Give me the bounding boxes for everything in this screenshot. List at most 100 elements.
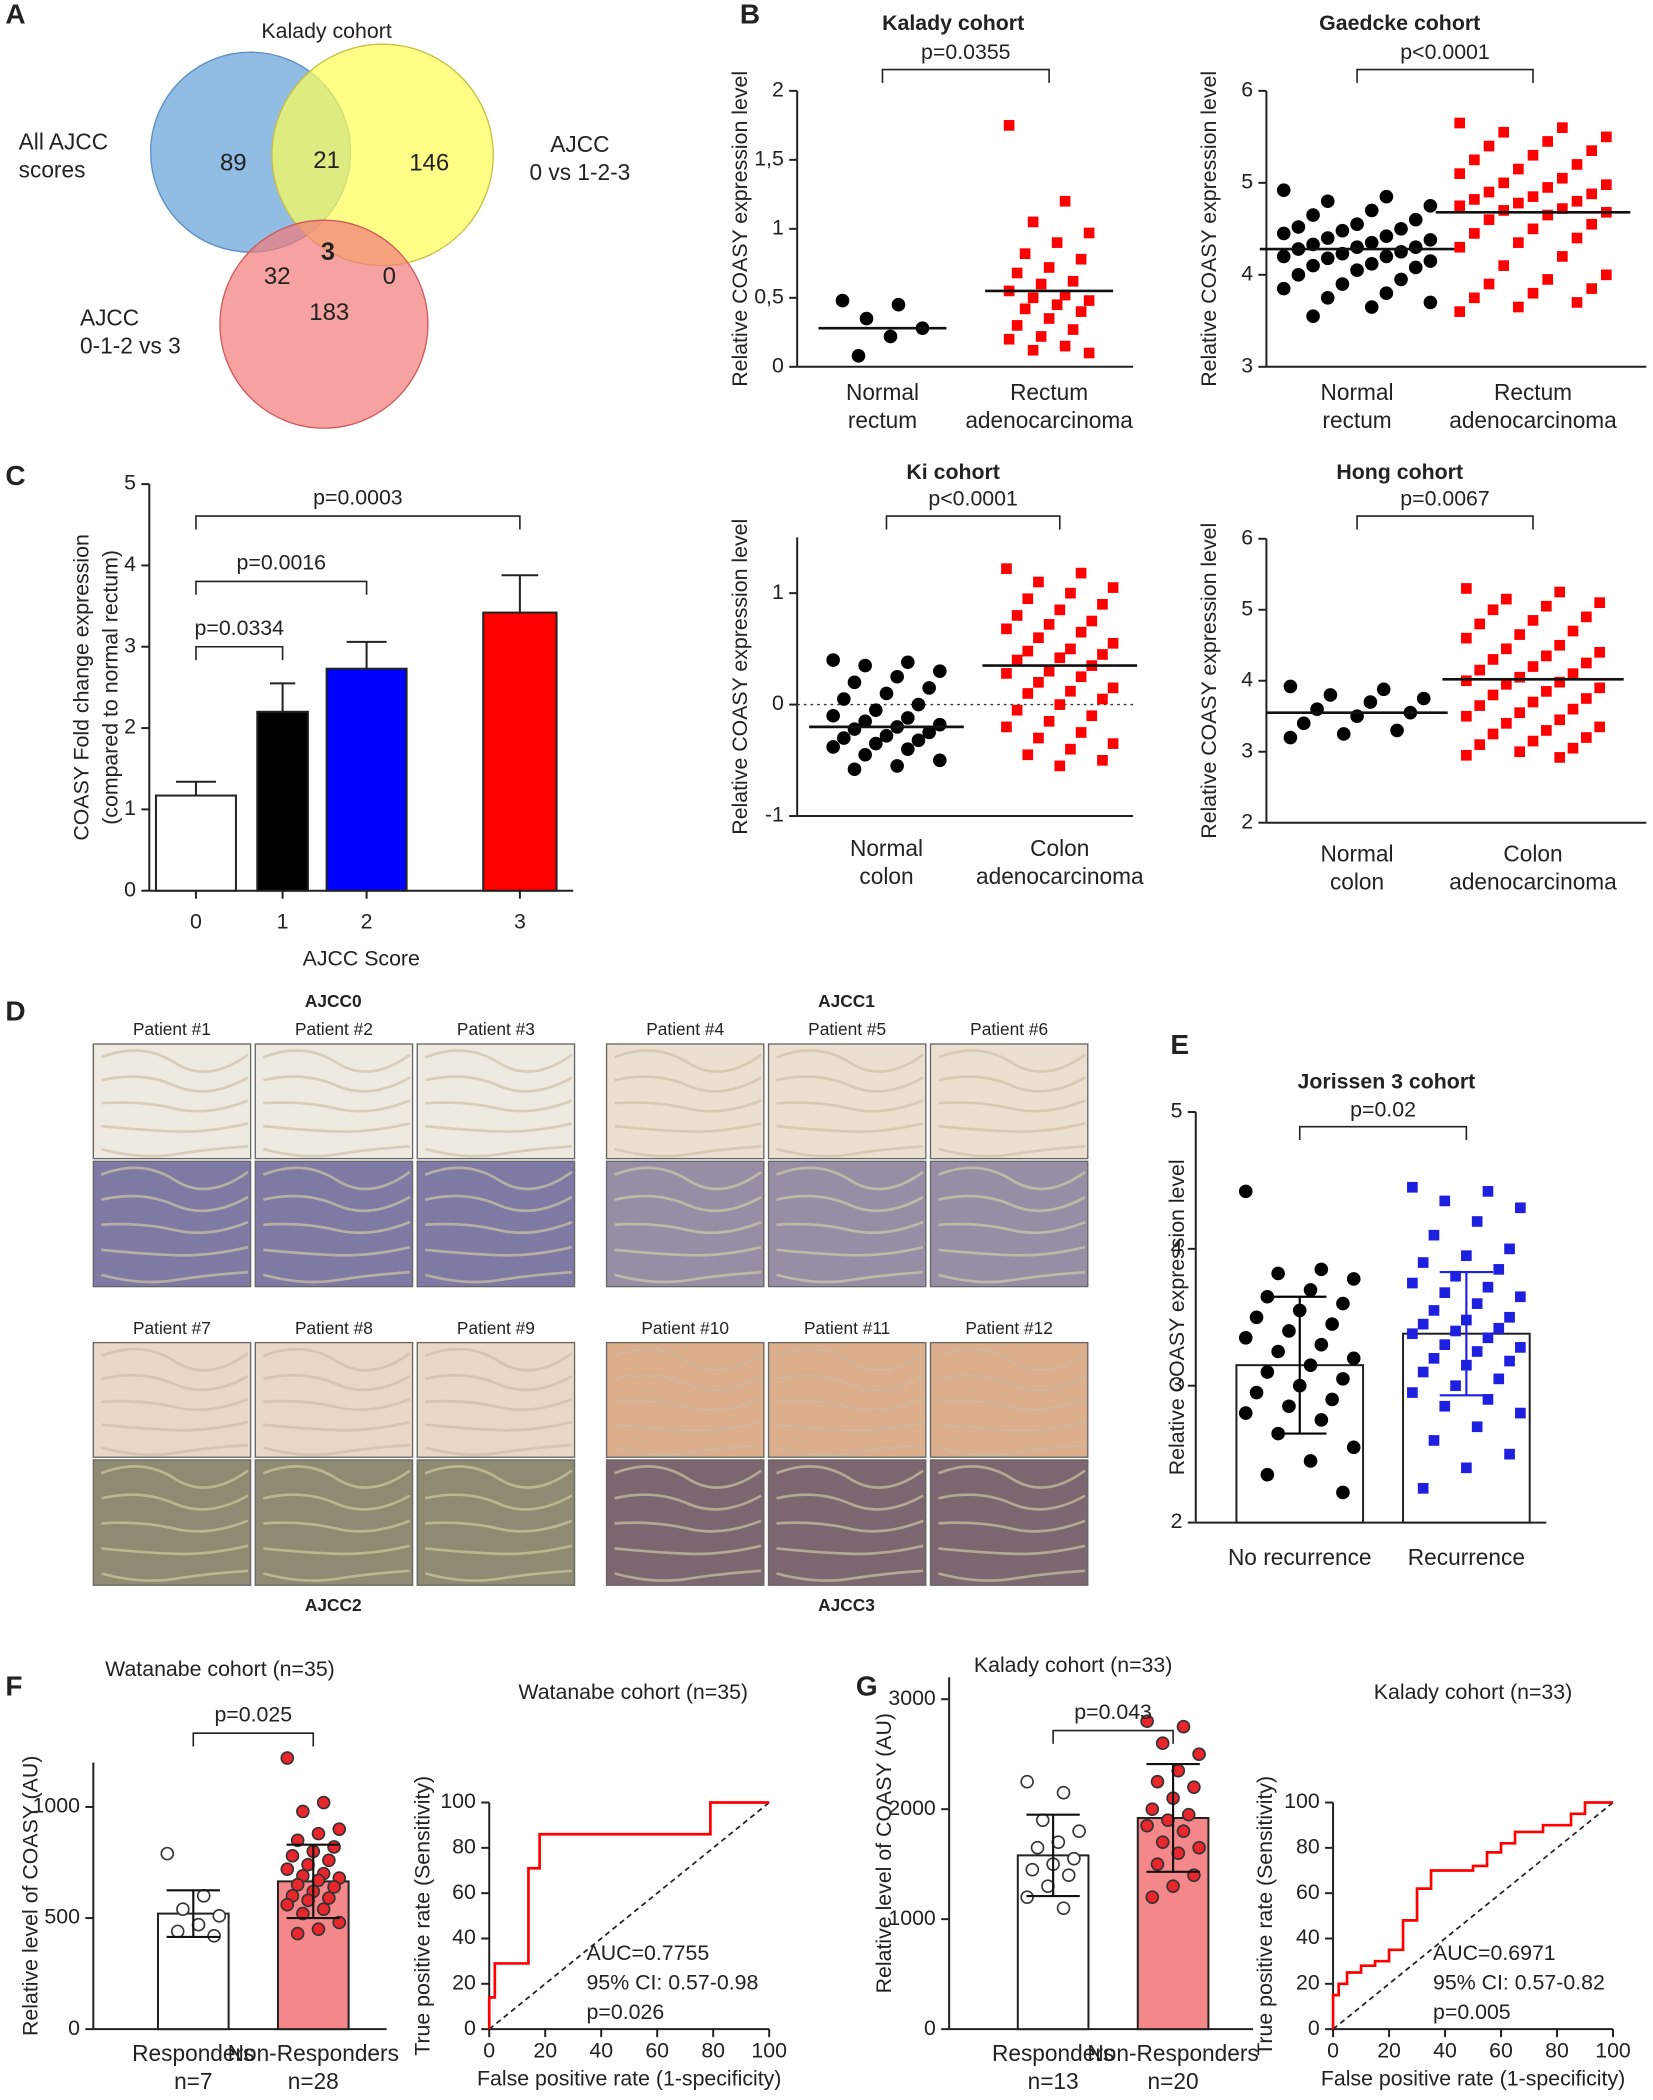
data-point [1542, 182, 1554, 193]
data-point [1011, 320, 1023, 331]
reference-diagonal [1332, 1801, 1614, 2030]
data-point [316, 1795, 331, 1810]
ihc-patient-label: Patient #5 [808, 1019, 886, 1039]
data-point [869, 703, 883, 717]
y-axis-label: (compared to normal rectum) [99, 550, 123, 825]
x-tick-label: Non-Responders n=20 [1087, 2041, 1259, 2095]
data-point [290, 1926, 305, 1941]
data-point [1291, 220, 1306, 234]
x-tick-label-box: Normal colon [850, 836, 923, 889]
ihc-texture [938, 1145, 1086, 1158]
panel-letters: A B C D E F G [5, 0, 1189, 1701]
data-point [1022, 593, 1034, 605]
ihc-patient-label: Patient #8 [295, 1318, 373, 1338]
data-point [1581, 611, 1592, 623]
data-point [1011, 267, 1023, 279]
data-point [1407, 1387, 1418, 1398]
data-point [1439, 1287, 1451, 1298]
ihc-texture [424, 1145, 572, 1158]
y-axis-label: COASY Fold change expression [69, 534, 93, 840]
panel-letter: C [5, 460, 25, 491]
y-tick-label: 6 [1241, 525, 1253, 549]
data-point [1238, 1184, 1253, 1199]
data-point [1059, 340, 1071, 352]
data-point [1469, 292, 1480, 304]
data-point [1075, 727, 1087, 738]
y-tick-label: 5 [1171, 1099, 1183, 1123]
x-tick-label: Normal rectum [1320, 380, 1394, 434]
data-point [933, 664, 947, 678]
data-point [207, 1929, 221, 1943]
error-bar [346, 640, 387, 669]
ihc-texture [424, 1166, 573, 1191]
data-point [1514, 629, 1526, 640]
ihc-texture [938, 1569, 1086, 1582]
data-point [1454, 241, 1466, 253]
venn-label-box: All AJCC scores [19, 130, 108, 183]
ihc-texture [614, 1049, 762, 1073]
ihc-texture [424, 1443, 572, 1457]
data-point [1346, 1440, 1361, 1455]
p-value: p=0.025 [214, 1702, 292, 1726]
data-point [1586, 283, 1598, 294]
x-axis-label: False positive rate (1-specificity) [477, 2066, 781, 2090]
data-point [1527, 661, 1539, 672]
data-point [1260, 1289, 1275, 1304]
data-point [1527, 149, 1539, 161]
data-point [1364, 203, 1379, 218]
x-tick-label-box: Recurrence [1408, 1545, 1525, 1570]
data-point [1282, 1399, 1296, 1414]
data-point [1482, 1186, 1494, 1197]
ihc-texture [776, 1166, 924, 1191]
y-axis-label: True positive rate (Sensitivity) [411, 1776, 435, 2056]
error-bar [1439, 1271, 1494, 1397]
data-point [212, 1909, 227, 1923]
chart-title: Jorissen 3 cohort [1298, 1069, 1476, 1093]
data-point [1364, 235, 1379, 250]
data-point [1346, 1272, 1361, 1286]
data-point [1428, 1353, 1440, 1364]
data-point [1001, 668, 1012, 679]
data-point [280, 1862, 295, 1876]
panel-letter: B [740, 0, 760, 30]
ihc-texture [776, 1519, 924, 1533]
data-point [1083, 347, 1095, 359]
x-tick-label-box: Normal rectum [1320, 380, 1394, 434]
data-point [1554, 714, 1566, 726]
data-point [290, 1833, 305, 1848]
x-tick-label: 0 [483, 2038, 495, 2062]
ihc-texture [425, 1544, 573, 1556]
venn-set [219, 219, 429, 429]
chart-title: Watanabe cohort (n=35) [105, 1657, 335, 1681]
data-point [1336, 1296, 1350, 1311]
data-point [1557, 172, 1568, 184]
data-point [1423, 233, 1438, 247]
data-point [1145, 1890, 1160, 1904]
ihc-texture [424, 1347, 573, 1372]
data-point [1581, 693, 1592, 704]
y-tick-label: 1000 [888, 1906, 936, 1930]
data-point [1557, 122, 1568, 133]
bar [325, 667, 408, 892]
ihc-texture [425, 1397, 573, 1412]
ihc-texture [262, 1075, 411, 1093]
y-tick-label: 20 [452, 1970, 476, 1994]
data-point [1020, 1890, 1034, 1904]
data-point [1501, 678, 1512, 690]
data-point [1423, 295, 1438, 310]
data-point [1335, 277, 1350, 291]
venn: Kalady cohort All AJCC scores AJCC 0 vs … [19, 19, 630, 429]
data-point [1097, 598, 1108, 610]
venn-count: 32 [264, 263, 291, 290]
data-point [1594, 647, 1606, 658]
panel-letter: F [5, 1670, 22, 1701]
ihc-texture [100, 1347, 249, 1372]
data-point [285, 1849, 300, 1863]
data-point [1276, 249, 1291, 264]
data-point [1527, 615, 1539, 626]
ihc-texture [614, 1122, 762, 1133]
y-tick-label: 4 [124, 552, 136, 576]
ihc-texture [424, 1465, 573, 1489]
data-point [1439, 1195, 1451, 1207]
significance-bracket [881, 68, 1050, 83]
